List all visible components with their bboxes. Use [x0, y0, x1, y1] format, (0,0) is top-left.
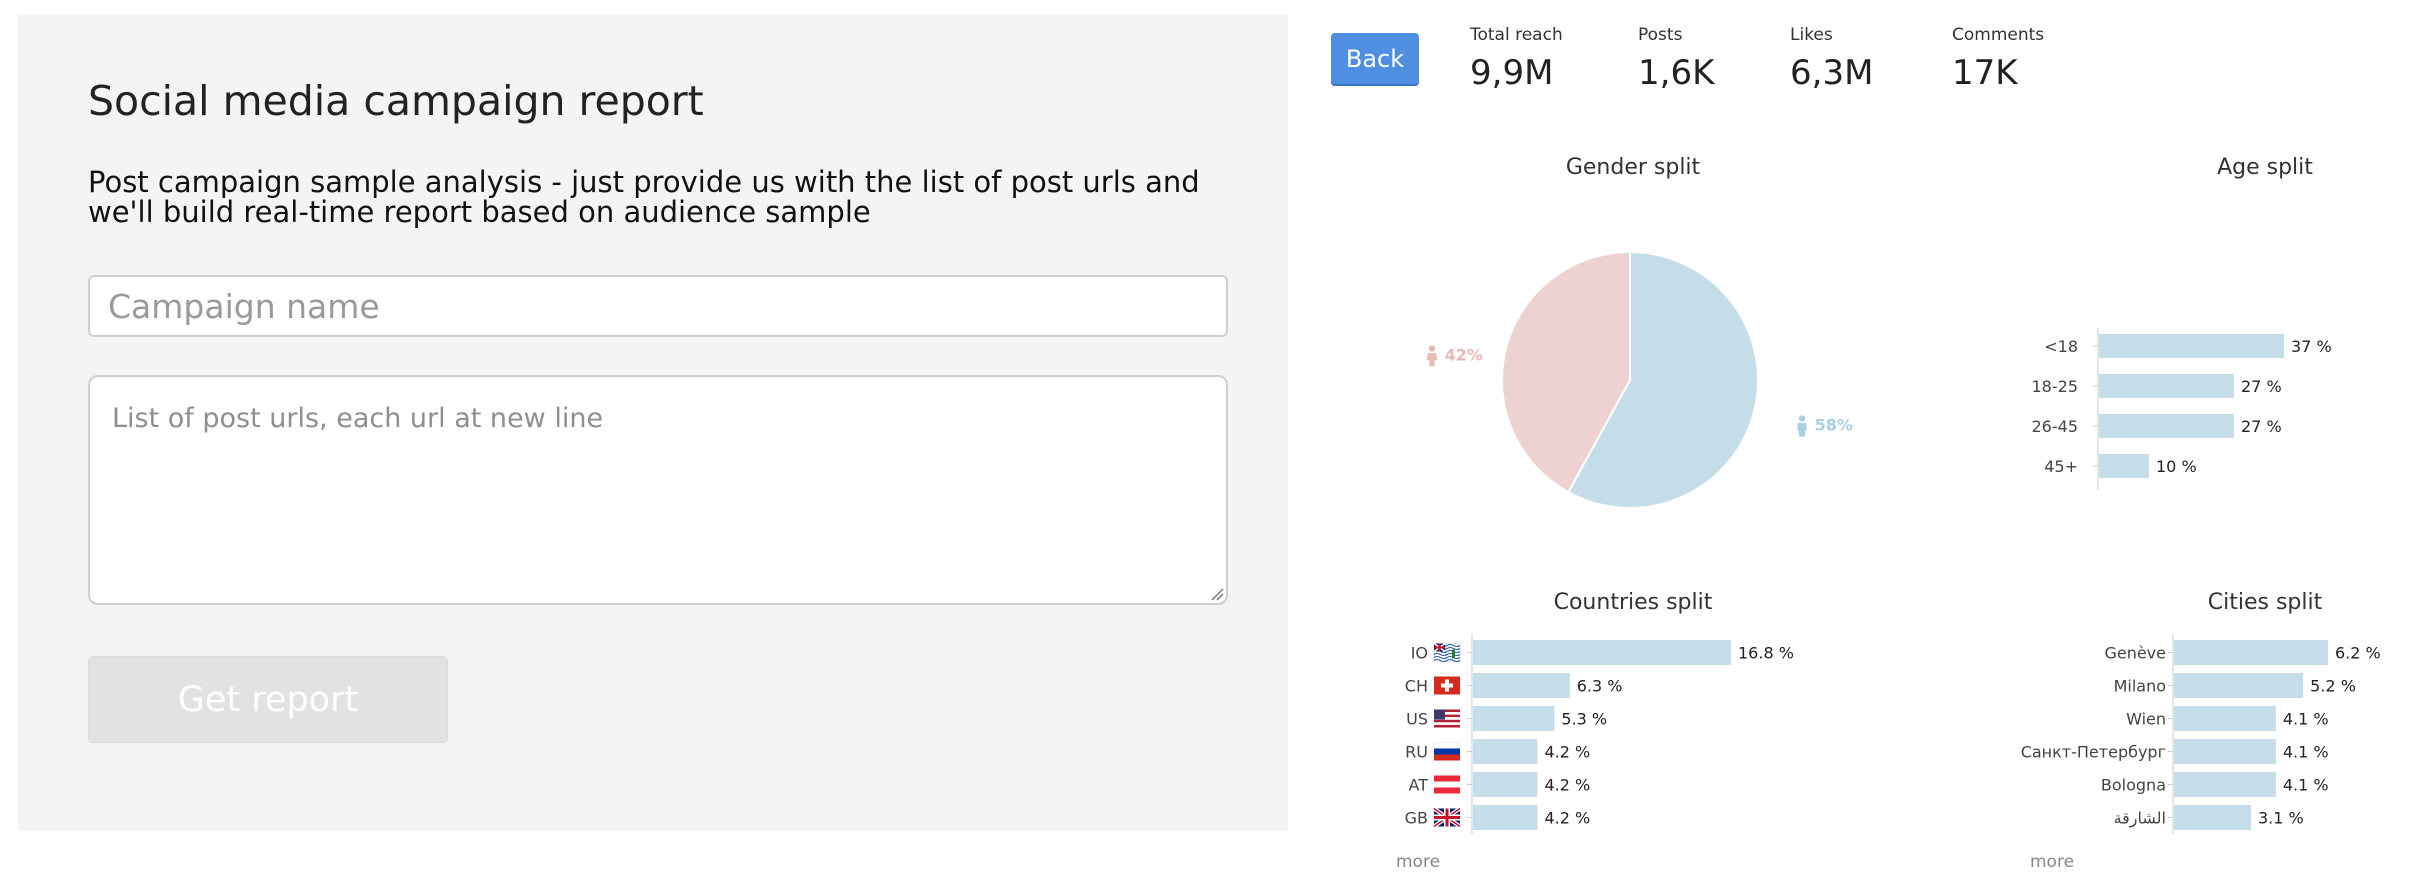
bar-value-label: 4.2 %	[1545, 743, 1591, 762]
resize-handle-icon[interactable]	[1210, 587, 1224, 601]
bar	[2174, 640, 2328, 665]
campaign-form-panel: Social media campaign report Post campai…	[18, 15, 1288, 831]
bar-value-label: 6.3 %	[1577, 677, 1623, 696]
bar	[2099, 374, 2234, 398]
age-bar-chart: <18 37 % 18-25 27 % 26-45 27 % 45+ 10 %	[2032, 328, 2332, 490]
bar-category-label: CH	[1405, 677, 1428, 696]
flag-at-icon	[1434, 775, 1460, 794]
stat-value: 1,6K	[1638, 53, 1715, 93]
form-subtitle: Post campaign sample analysis - just pro…	[88, 165, 1200, 229]
bar-value-label: 4.2 %	[1545, 776, 1591, 795]
flag-gb-icon	[1432, 806, 1462, 829]
bar-value-label: 4.1 %	[2283, 710, 2329, 729]
bar-category-label: Genève	[2104, 644, 2166, 663]
bar	[1473, 640, 1731, 665]
bar-category-label: 18-25	[2032, 377, 2079, 396]
bar-value-label: 5.3 %	[1561, 710, 1607, 729]
flag-io-icon	[1433, 642, 1461, 663]
female-icon	[1426, 345, 1438, 366]
gender-pie-chart	[1501, 250, 1759, 509]
bar	[2174, 739, 2276, 764]
bar-value-label: 27 %	[2241, 377, 2282, 396]
bar-category-label: AT	[1409, 776, 1429, 795]
bar	[2174, 772, 2276, 797]
bar-category-label: Wien	[2126, 710, 2166, 729]
stat-value: 6,3M	[1790, 53, 1874, 93]
age-chart-title: Age split	[2217, 155, 2313, 180]
bar-value-label: 10 %	[2156, 457, 2197, 476]
bar	[2174, 805, 2251, 830]
bar	[2099, 334, 2284, 358]
bar-category-label: IO	[1411, 644, 1428, 663]
male-slice	[1566, 250, 1759, 509]
stat-likes: Likes 6,3M	[1790, 25, 1873, 93]
stat-value: 9,9M	[1470, 53, 1554, 93]
bar	[1473, 772, 1538, 797]
female-share: 42%	[1425, 345, 1483, 367]
female-slice	[1501, 250, 1631, 494]
stat-label: Posts	[1638, 25, 1683, 45]
gender-chart-title: Gender split	[1565, 155, 1701, 180]
bar-category-label: Milano	[2114, 677, 2166, 696]
stat-label: Likes	[1790, 25, 1833, 45]
bar-value-label: 6.2 %	[2335, 644, 2381, 663]
bar	[1473, 805, 1538, 830]
bar-value-label: 16.8 %	[1738, 644, 1794, 663]
campaign-name-input[interactable]	[88, 275, 1228, 337]
bar-value-label: 4.1 %	[2283, 743, 2329, 762]
stat-label: Comments	[1952, 25, 2045, 45]
cities-more-link[interactable]: more	[2030, 852, 2075, 872]
stat-posts: Posts 1,6K	[1638, 25, 1714, 93]
bar	[2174, 706, 2276, 731]
bar-value-label: 27 %	[2241, 417, 2282, 436]
get-report-button[interactable]: Get report	[88, 656, 448, 743]
countries-more-link[interactable]: more	[1396, 852, 1441, 872]
bar-category-label: GB	[1405, 809, 1428, 828]
back-button[interactable]: Back	[1331, 33, 1419, 86]
stat-label: Total reach	[1470, 25, 1563, 45]
bar	[1473, 706, 1555, 731]
bar-value-label: 37 %	[2291, 337, 2332, 356]
bar-category-label: الشارقة	[2114, 809, 2166, 829]
female-share-label: 42%	[1444, 345, 1483, 365]
bar-category-label: US	[1406, 710, 1428, 729]
stat-total-reach: Total reach 9,9M	[1470, 25, 1563, 93]
stat-value: 17K	[1952, 53, 2018, 93]
bar	[2174, 673, 2304, 698]
bar-value-label: 4.2 %	[1545, 809, 1591, 828]
bar-category-label: Bologna	[2101, 776, 2166, 795]
bar	[2099, 414, 2234, 438]
bar-category-label: RU	[1405, 743, 1428, 762]
bar-category-label: 26-45	[2032, 417, 2079, 436]
cities-chart-title: Cities split	[2207, 590, 2323, 615]
stat-comments: Comments 17K	[1952, 25, 2044, 93]
flag-us-icon	[1434, 709, 1460, 728]
bar	[1473, 739, 1538, 764]
male-share: 58%	[1795, 415, 1853, 437]
bar	[1473, 673, 1570, 698]
bar-category-label: Санкт-Петербург	[2021, 743, 2166, 762]
countries-chart-title: Countries split	[1553, 590, 1713, 615]
flag-ru-icon	[1433, 742, 1461, 761]
bar	[2099, 454, 2149, 478]
male-share-label: 58%	[1814, 415, 1853, 435]
bar-category-label: 45+	[2044, 457, 2078, 476]
countries-bar-chart: IO 16.8 % CH 6.3 % US 5.3 % RU 4.2 % AT 4.2 % GB 4.…	[1405, 634, 1794, 834]
bar-value-label: 4.1 %	[2283, 776, 2329, 795]
flag-ch-icon	[1434, 676, 1460, 695]
male-icon	[1797, 415, 1807, 437]
bar-category-label: <18	[2044, 337, 2078, 356]
bar-value-label: 3.1 %	[2258, 809, 2304, 828]
form-title: Social media campaign report	[88, 77, 704, 125]
bar-value-label: 5.2 %	[2310, 677, 2356, 696]
cities-bar-chart: Genève 6.2 % Milano 5.2 % Wien 4.1 % Санкт-Пет…	[2021, 634, 2381, 834]
post-urls-textarea[interactable]	[88, 375, 1228, 605]
